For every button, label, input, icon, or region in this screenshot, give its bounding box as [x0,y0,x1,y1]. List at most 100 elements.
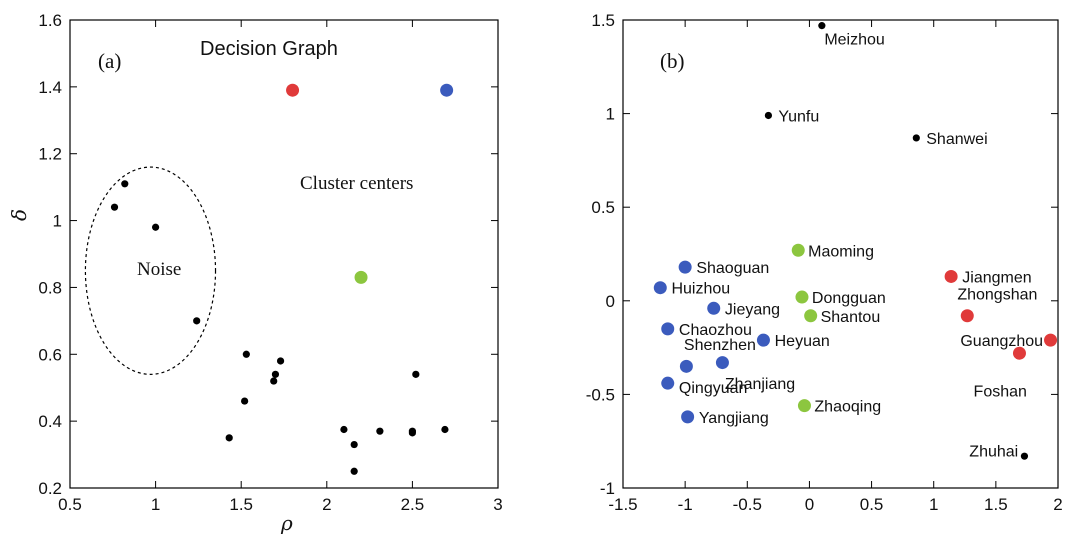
point-label-shanwei: Shanwei [926,131,987,148]
data-point [412,370,420,378]
y-tick-label: 1.4 [38,78,62,97]
point-zhaoqing [797,399,811,413]
point-heyuan [756,333,770,347]
point-label-chaozhou: Chaozhou [679,322,752,339]
y-tick-label: -0.5 [586,385,615,404]
data-point [276,357,285,365]
y-tick-label: -1 [600,479,615,498]
data-point [152,223,160,231]
panel-a-plot-area [69,19,499,489]
panel-a-points [84,83,454,475]
point-label-zhanjiang: Zhanjiang [725,376,795,393]
data-point [441,425,449,434]
data-point [121,180,129,188]
point-qingyuan [661,376,675,390]
point-zhanjiang [679,359,693,373]
point-shaoguan [678,260,692,274]
point-dongguan [795,290,809,304]
point-label-heyuan: Heyuan [775,333,830,350]
x-tick-label: 0.5 [58,495,82,514]
y-tick-label: 1.6 [38,11,62,30]
x-tick-label: 1 [929,495,938,514]
y-tick-label: 0.5 [591,198,615,217]
panel-a-y-axis-label: δ [7,209,31,221]
x-tick-label: 0.5 [860,495,884,514]
x-tick-label: -0.5 [733,495,762,514]
point-shantou [804,309,818,323]
x-tick-label: 2 [1053,495,1062,514]
point-label-foshan: Foshan [974,384,1027,401]
data-point [408,429,416,437]
panel-b-cluster-map: -1.5 -1 -0.5 0 0.5 1 1.5 2-1-0.500.511.5 (b) Me… [586,11,1063,514]
panel-b-label: (b) [660,49,685,73]
point-guangzhou [1044,333,1058,347]
data-point [340,425,348,434]
point-label-qingyuan: Qingyuan [679,380,748,397]
data-point [350,467,358,475]
x-tick-label: 2.5 [401,495,425,514]
point-zhuhai [1020,452,1029,460]
point-jiangmen [944,269,958,283]
point-label-jiangmen: Jiangmen [962,269,1031,286]
point-label-huizhou: Huizhou [671,281,730,298]
x-tick-label: -1 [678,495,693,514]
point-label-shenzhen: Shenzhen [684,337,756,354]
x-tick-label: 0 [805,495,814,514]
y-tick-label: 1.2 [38,145,62,164]
point-label-zhongshan: Zhongshan [957,286,1037,303]
x-tick-label: 2 [322,495,331,514]
point-jieyang [707,301,721,315]
data-point [242,350,250,358]
data-point [376,427,384,435]
point-zhongshan [960,309,974,323]
panel-b-plot-area [622,19,1059,489]
panel-a-label: (a) [98,49,121,73]
point-maoming [791,243,805,257]
y-tick-label: 0.8 [38,278,62,297]
point-yunfu [764,111,773,120]
noise-annotation: Noise [137,259,181,280]
x-tick-label: -1.5 [608,495,637,514]
x-tick-label: 3 [493,495,502,514]
data-point [286,83,300,97]
point-label-zhaoqing: Zhaoqing [814,399,881,416]
point-meizhou [818,22,826,30]
x-tick-label: 1.5 [984,495,1008,514]
y-tick-label: 0.4 [38,412,62,431]
x-tick-label: 1 [151,495,160,514]
data-point [225,434,233,442]
point-label-yunfu: Yunfu [778,108,819,125]
point-label-meizhou: Meizhou [824,32,884,49]
point-foshan [1012,346,1026,360]
point-label-shantou: Shantou [821,309,881,326]
point-label-maoming: Maoming [808,243,874,260]
panel-b-points: Meizhou Yunfu Shanwei Zhuhai Maoming Dongguan… [653,22,1058,461]
point-label-jieyang: Jieyang [725,301,780,318]
y-tick-label: 1 [53,212,62,231]
y-tick-label: 1.5 [591,11,615,30]
panel-a-ticks: 0.5 1 1.5 2 2.5 3 0.2 0.4 0.6 0.8 1 1.2 1.4 1.6 [38,11,502,514]
data-point [440,83,454,97]
panel-a-decision-graph: 0.5 1 1.5 2 2.5 3 0.2 0.4 0.6 0.8 1 1.2 1.4 1.6 (a) D… [7,11,503,535]
cluster-centers-annotation: Cluster centers [300,173,413,194]
data-point [110,203,119,211]
point-chaozhou [661,322,675,336]
data-point [270,377,278,385]
data-point [354,270,368,284]
point-shanwei [912,134,920,142]
point-label-dongguan: Dongguan [812,290,886,307]
point-label-yangjiang: Yangjiang [699,410,769,427]
data-point [350,440,358,449]
y-tick-label: 0.6 [38,345,62,364]
point-label-shaoguan: Shaoguan [696,260,769,277]
point-huizhou [653,281,667,295]
panel-a-x-axis-label: ρ [280,511,293,535]
data-point [271,370,280,378]
panel-a-title: Decision Graph [200,38,338,60]
x-tick-label: 1.5 [229,495,253,514]
point-label-guangzhou: Guangzhou [960,333,1043,350]
y-tick-label: 1 [606,105,615,124]
point-yangjiang [681,410,695,424]
data-point [241,397,249,405]
